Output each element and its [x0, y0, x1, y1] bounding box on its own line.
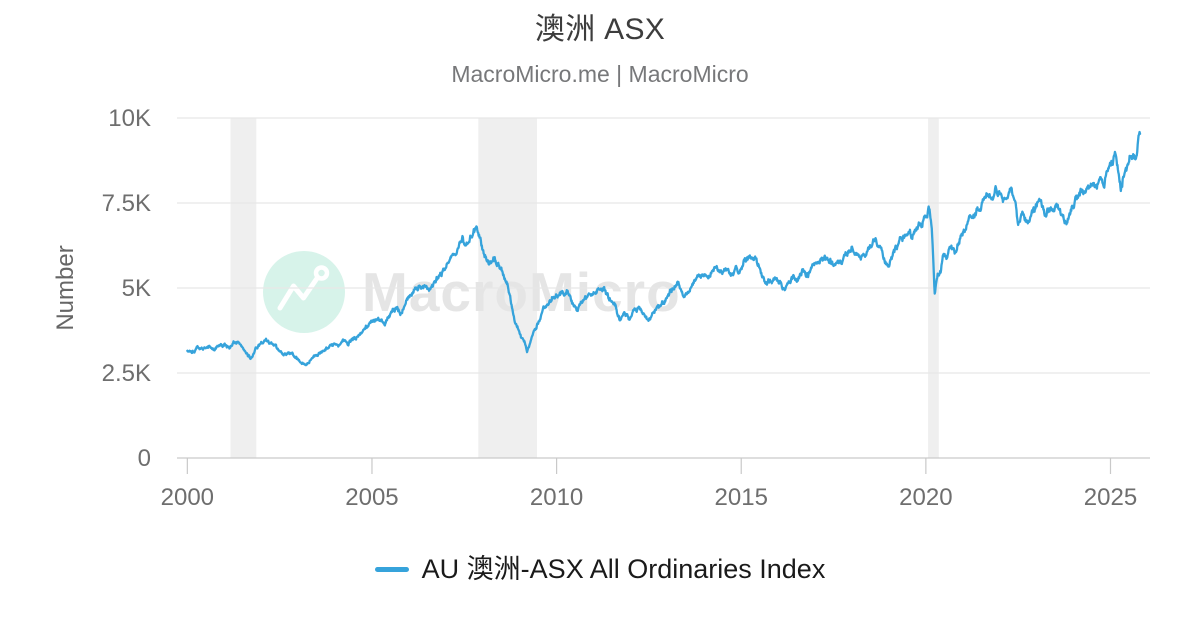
gridlines — [177, 117, 1150, 459]
y-tick-label: 10K — [108, 105, 151, 132]
x-axis: 2000 2005 2010 2015 2020 2025 — [161, 458, 1137, 511]
y-axis-title: Number — [52, 245, 79, 330]
y-axis-labels: 0 2.5K 5K 7.5K 10K — [102, 105, 151, 472]
page-subtitle: MacroMicro.me | MacroMicro — [451, 61, 749, 87]
legend-item-au-asx[interactable]: AU 澳洲-ASX All Ordinaries Index — [374, 553, 826, 585]
legend-item-label: AU 澳洲-ASX All Ordinaries Index — [421, 554, 826, 584]
y-tick-label: 0 — [138, 445, 151, 472]
watermark: MacroMicro — [263, 251, 681, 333]
x-tick-label: 2010 — [530, 484, 583, 511]
x-tick-label: 2000 — [161, 484, 214, 511]
x-tick-label: 2005 — [345, 484, 398, 511]
x-tick-label: 2020 — [899, 484, 952, 511]
legend-line-swatch — [374, 566, 409, 572]
y-tick-label: 5K — [122, 275, 151, 302]
x-tick-label: 2015 — [715, 484, 768, 511]
legend: AU 澳洲-ASX All Ordinaries Index — [0, 553, 1200, 585]
y-tick-label: 7.5K — [102, 190, 151, 217]
x-tick-label: 2025 — [1084, 484, 1137, 511]
watermark-text: MacroMicro — [362, 261, 681, 323]
watermark-logo-circle — [263, 251, 345, 333]
page-title: 澳洲 ASX — [534, 13, 666, 46]
y-tick-label: 2.5K — [102, 360, 151, 387]
series-line-au-asx — [186, 130, 1142, 367]
